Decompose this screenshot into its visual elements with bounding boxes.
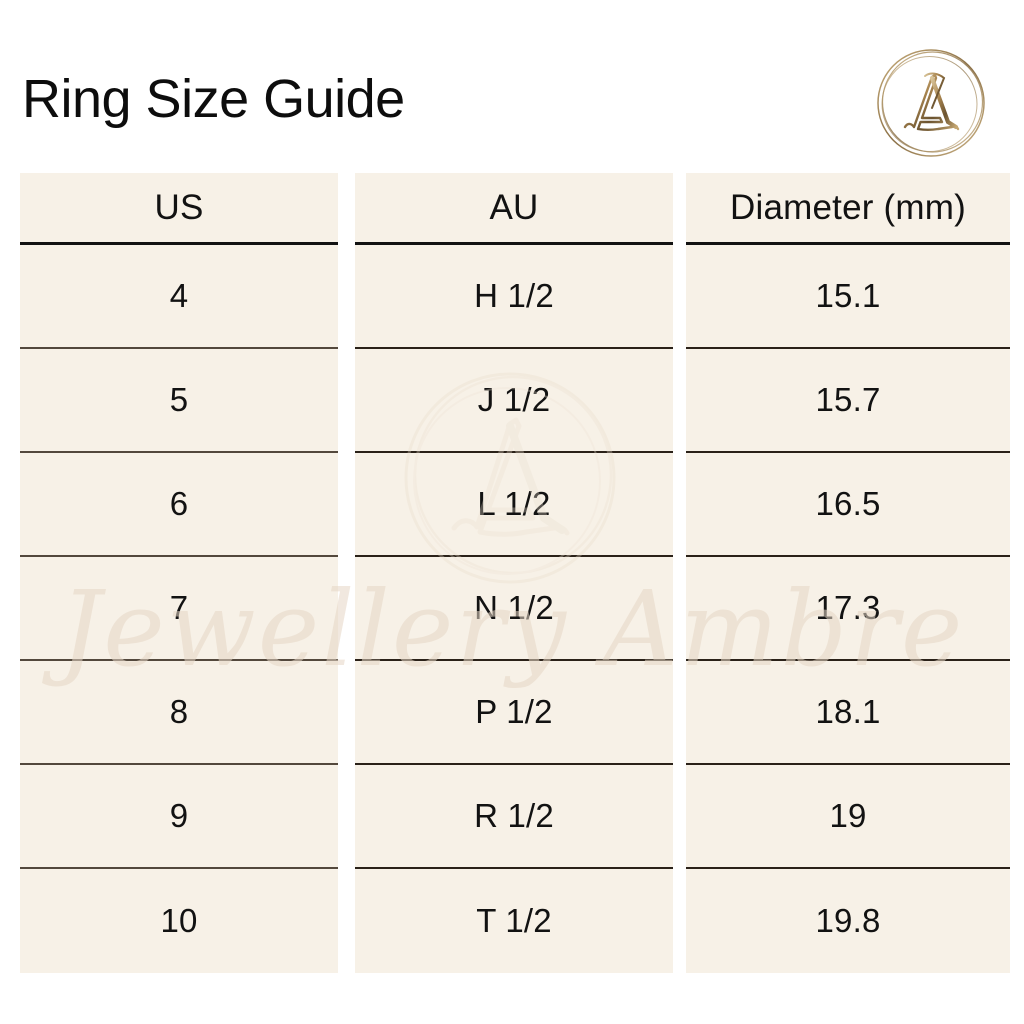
table-row: 7 [20, 557, 338, 661]
table-row: 8 [20, 661, 338, 765]
table-column-us: US 4 5 6 7 8 9 10 [20, 173, 338, 973]
table-row: 5 [20, 349, 338, 453]
table-row: 10 [20, 869, 338, 973]
ring-size-table: US 4 5 6 7 8 9 10 AU H 1/2 J 1/2 L 1/2 N… [20, 173, 1010, 973]
table-row: T 1/2 [355, 869, 673, 973]
table-row: H 1/2 [355, 245, 673, 349]
table-row: P 1/2 [355, 661, 673, 765]
column-header-us: US [20, 173, 338, 245]
column-header-diameter: Diameter (mm) [686, 173, 1010, 245]
table-row: R 1/2 [355, 765, 673, 869]
table-row: 15.7 [686, 349, 1010, 453]
table-row: 15.1 [686, 245, 1010, 349]
table-row: 6 [20, 453, 338, 557]
table-row: 4 [20, 245, 338, 349]
page-title: Ring Size Guide [22, 69, 405, 129]
table-row: 17.3 [686, 557, 1010, 661]
table-row: 9 [20, 765, 338, 869]
table-row: N 1/2 [355, 557, 673, 661]
table-row: 16.5 [686, 453, 1010, 557]
table-row: 19.8 [686, 869, 1010, 973]
table-row: 18.1 [686, 661, 1010, 765]
table-row: L 1/2 [355, 453, 673, 557]
table-row: 19 [686, 765, 1010, 869]
table-column-au: AU H 1/2 J 1/2 L 1/2 N 1/2 P 1/2 R 1/2 T… [355, 173, 673, 973]
column-header-au: AU [355, 173, 673, 245]
table-column-diameter: Diameter (mm) 15.1 15.7 16.5 17.3 18.1 1… [686, 173, 1010, 973]
brand-logo-icon [872, 44, 990, 162]
table-row: J 1/2 [355, 349, 673, 453]
